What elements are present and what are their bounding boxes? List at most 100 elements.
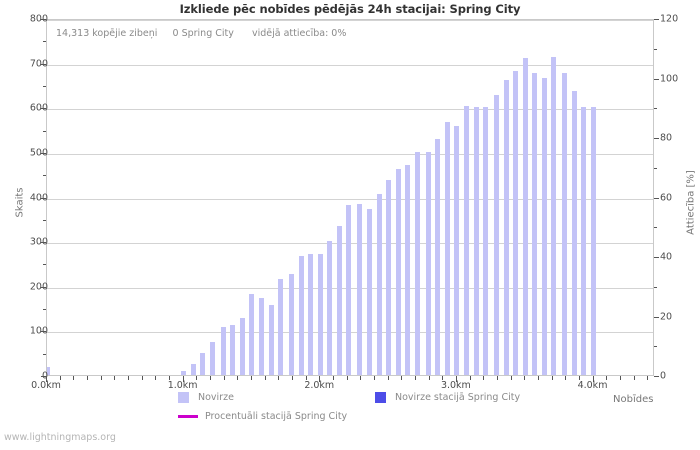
legend-item[interactable]: Novirze — [178, 392, 234, 403]
bar — [220, 326, 226, 375]
x-axis-minor-tick — [401, 376, 403, 380]
x-axis-minor-tick — [114, 376, 116, 380]
y-axis-right-tick — [654, 376, 659, 377]
x-axis-minor-tick — [373, 376, 375, 380]
bar — [298, 256, 304, 375]
y-axis-left-tick — [41, 63, 46, 65]
gridline — [47, 198, 653, 200]
y-axis-right-minor-tick — [654, 108, 657, 110]
bar — [444, 122, 450, 375]
x-axis-minor-tick — [250, 376, 252, 380]
legend-label: Novirze — [198, 392, 234, 403]
legend-swatch — [375, 392, 386, 403]
bar — [239, 317, 245, 375]
legend-label: Procentuāli stacijā Spring City — [205, 411, 348, 422]
bar — [230, 324, 236, 375]
x-axis-major-tick — [455, 376, 457, 382]
bar — [414, 152, 420, 375]
y-axis-left-tick-label: 800 — [29, 13, 48, 25]
x-axis-major-tick — [182, 376, 184, 382]
gridline — [47, 64, 653, 66]
bar — [395, 168, 401, 375]
x-axis-minor-tick — [332, 376, 334, 380]
bar — [259, 297, 264, 375]
y-axis-left-tick-label: 300 — [29, 236, 48, 248]
y-axis-left-tick — [41, 152, 46, 154]
y-axis-left-tick — [41, 242, 46, 244]
x-axis-minor-tick — [305, 376, 307, 380]
x-axis-major-tick — [592, 376, 594, 382]
bar — [386, 180, 392, 375]
watermark: www.lightningmaps.org — [4, 432, 116, 443]
bar — [366, 208, 372, 375]
y-axis-left-minor-tick — [43, 85, 46, 87]
bar — [473, 107, 479, 375]
bar — [181, 370, 187, 375]
bar — [376, 193, 382, 375]
bar — [425, 152, 431, 375]
y-axis-left-tick-label: 500 — [29, 147, 48, 159]
bar — [494, 94, 499, 375]
x-axis-minor-tick — [223, 376, 225, 380]
x-axis-minor-tick — [606, 376, 608, 380]
x-axis-minor-tick — [237, 376, 239, 380]
x-axis-minor-tick — [551, 376, 553, 380]
x-axis-tick-label: 1.0km — [167, 380, 198, 391]
x-axis-minor-tick — [483, 376, 485, 380]
x-axis-minor-tick — [346, 376, 348, 380]
x-axis-minor-tick — [633, 376, 635, 380]
y-axis-left-tick-label: 200 — [29, 281, 48, 293]
x-axis-minor-tick — [537, 376, 539, 380]
x-axis-major-tick — [319, 376, 321, 382]
x-axis-minor-tick — [59, 376, 61, 380]
bar — [47, 366, 50, 375]
y-axis-left-label: Skaits — [14, 187, 26, 218]
bar — [591, 107, 597, 375]
y-axis-left-minor-tick — [43, 175, 46, 177]
x-axis-minor-tick — [565, 376, 567, 380]
y-axis-right-tick-label: 40 — [660, 251, 673, 263]
x-axis-minor-tick — [469, 376, 471, 380]
x-axis-minor-tick — [155, 376, 157, 380]
bar — [551, 56, 557, 375]
y-axis-left-tick-label: 400 — [29, 192, 48, 203]
bar — [357, 203, 363, 375]
x-axis-minor-tick — [264, 376, 266, 380]
bar — [209, 341, 215, 375]
x-axis-minor-tick — [360, 376, 362, 380]
x-axis-minor-tick — [387, 376, 389, 380]
y-axis-right-tick-label: 100 — [660, 73, 679, 84]
x-axis-tick-label: 3.0km — [440, 380, 471, 391]
bar — [190, 363, 196, 375]
bar — [541, 78, 547, 375]
y-axis-right-minor-tick — [654, 286, 657, 288]
bar — [581, 107, 587, 375]
x-axis-minor-tick — [291, 376, 293, 380]
x-axis-minor-tick — [127, 376, 129, 380]
x-axis-minor-tick — [73, 376, 75, 380]
bars-layer — [47, 20, 653, 375]
y-axis-right-minor-tick — [654, 346, 657, 348]
x-axis-minor-tick — [209, 376, 211, 380]
x-axis-minor-tick — [100, 376, 102, 380]
bar — [532, 73, 538, 375]
legend-item[interactable]: Procentuāli stacijā Spring City — [178, 411, 347, 422]
y-axis-left-minor-tick — [43, 353, 46, 355]
bar — [571, 90, 577, 375]
x-axis-minor-tick — [196, 376, 198, 380]
legend-item[interactable]: Novirze stacijā Spring City — [375, 392, 520, 403]
x-axis-minor-tick — [414, 376, 416, 380]
y-axis-right-tick — [654, 138, 659, 139]
y-axis-left-minor-tick — [43, 264, 46, 266]
x-axis-minor-tick — [428, 376, 430, 380]
y-axis-right-tick-label: 0 — [660, 370, 667, 382]
bar — [562, 73, 568, 375]
x-axis-minor-tick — [647, 376, 649, 380]
bar — [200, 352, 206, 375]
y-axis-left-tick — [41, 19, 46, 20]
chart-subtitle: 14,313 kopējie zibeņi 0 Spring City vidē… — [56, 28, 347, 39]
bar — [435, 138, 441, 375]
bar — [336, 226, 342, 375]
bar — [249, 293, 255, 375]
